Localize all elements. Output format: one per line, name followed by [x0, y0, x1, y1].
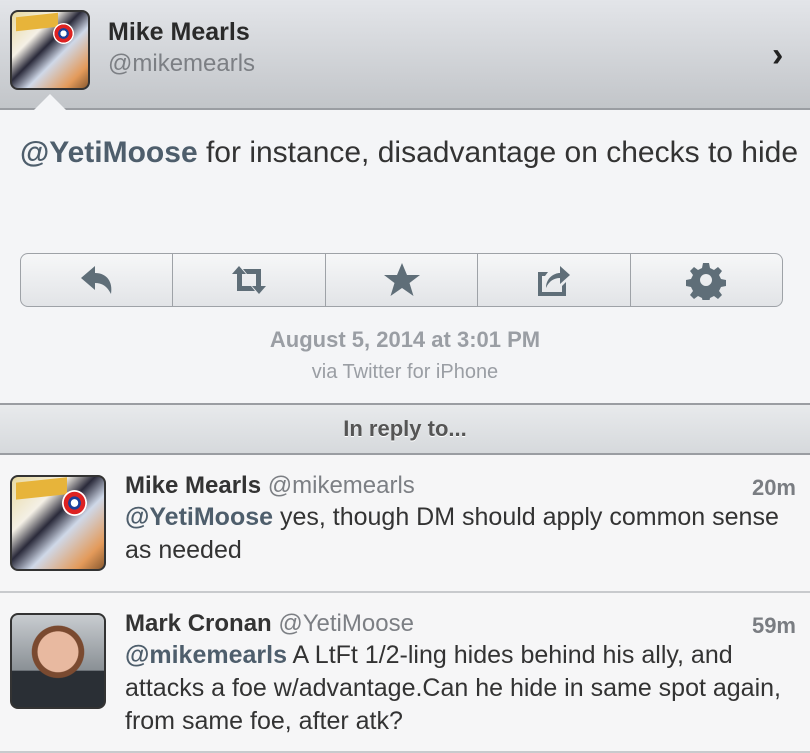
reply-body: yes, though DM should apply common sense… [125, 503, 779, 564]
reply-text: @YetiMoose yes, though DM should apply c… [125, 501, 795, 567]
author-handle: @YetiMoose [278, 610, 414, 637]
reply-body: A LtFt 1/2-ling hides behind his ally, a… [125, 641, 781, 735]
share-icon [537, 266, 570, 296]
favorite-button[interactable] [326, 254, 479, 306]
chevron-right-icon[interactable]: › [772, 36, 784, 74]
profile-header[interactable]: Mike Mearls @mikemearls › [0, 0, 810, 110]
retweet-icon [232, 266, 267, 294]
avatar[interactable] [10, 10, 90, 90]
author-name: Mark Cronan [125, 610, 272, 637]
avatar[interactable] [10, 475, 106, 571]
reply-tweet-row[interactable]: Mark Cronan @YetiMoose 59m @mikemearls A… [0, 593, 810, 753]
tweet-body: for instance, disadvantage on checks to … [197, 136, 799, 169]
settings-button[interactable] [631, 254, 782, 306]
reply-author: Mark Cronan @YetiMoose [125, 610, 414, 638]
action-bar [20, 253, 783, 307]
reply-button[interactable] [21, 254, 174, 306]
mention-link[interactable]: @YetiMoose [125, 503, 274, 531]
tweet-source: via Twitter for iPhone [311, 361, 499, 383]
gear-icon [686, 263, 727, 300]
reply-icon [80, 266, 112, 294]
author-name: Mike Mearls [125, 472, 262, 499]
tweet-timestamp: August 5, 2014 at 3:01 PM [269, 327, 541, 352]
share-button[interactable] [478, 254, 631, 306]
profile-name: Mike Mearls [108, 18, 250, 46]
mention-link[interactable]: @mikemearls [125, 641, 287, 669]
author-handle: @mikemearls [267, 472, 415, 499]
reply-time: 20m [751, 475, 796, 500]
mention-link[interactable]: @YetiMoose [20, 136, 198, 169]
reply-time: 59m [751, 613, 796, 638]
reply-tweet-row[interactable]: Mike Mearls @mikemearls 20m @YetiMoose y… [0, 455, 810, 593]
star-icon [383, 263, 420, 296]
in-reply-to-header: In reply to... [0, 403, 810, 455]
tweet-text: @YetiMoose for instance, disadvantage on… [20, 134, 800, 172]
retweet-button[interactable] [173, 254, 326, 306]
reply-author: Mike Mearls @mikemearls [125, 472, 415, 500]
header-notch [34, 94, 66, 110]
avatar[interactable] [10, 613, 106, 709]
profile-handle: @mikemearls [108, 50, 256, 77]
reply-text: @mikemearls A LtFt 1/2-ling hides behind… [125, 639, 795, 738]
